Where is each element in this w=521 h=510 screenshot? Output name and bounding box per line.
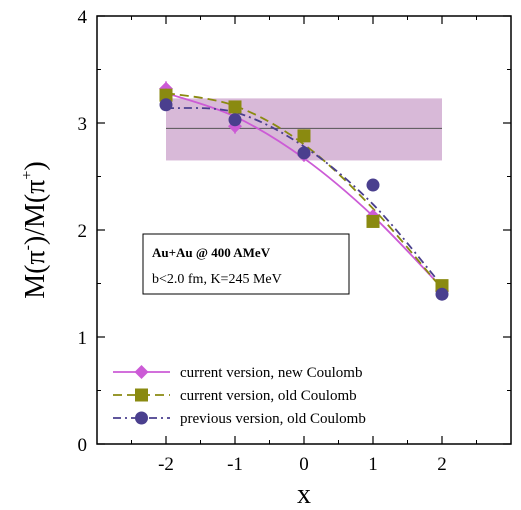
- x-tick-label: -1: [227, 454, 243, 475]
- y-tick-label: 0: [78, 435, 88, 456]
- y-axis-title: M(π-)/M(π+): [19, 161, 51, 299]
- x-tick-label: 0: [299, 454, 309, 475]
- ticks-layer: -2 -1 0 1 2 0 1 2 3 4: [78, 7, 511, 475]
- y-axis-title-part-3: ): [20, 161, 51, 170]
- data-point-previous-version: [159, 98, 173, 112]
- y-axis-title-part-2: )/M(: [20, 194, 51, 245]
- data-point-old-coulomb: [159, 88, 173, 102]
- y-axis-title-pi-plus: π: [20, 180, 51, 194]
- data-point-old-coulomb: [297, 129, 311, 143]
- x-axis-title: x: [297, 479, 311, 510]
- annotation-frame: [142, 233, 350, 295]
- data-point-previous-version: [366, 178, 380, 192]
- y-tick-label: 1: [78, 328, 88, 349]
- fit-curve-old-coulomb: [165, 92, 443, 290]
- x-tick-label: -2: [158, 454, 174, 475]
- legend: current version, new Coulomb current vers…: [113, 365, 366, 427]
- data-point-old-coulomb: [366, 214, 380, 228]
- y-axis-title-plus-sup: +: [19, 171, 36, 180]
- legend-label-previous-version: previous version, old Coulomb: [180, 411, 366, 427]
- x-tick-label: 2: [437, 454, 447, 475]
- y-tick-label: 2: [78, 221, 88, 242]
- annotation-box: Au+Au @ 400 AMeV b<2.0 fm, K=245 MeV: [142, 233, 350, 295]
- annotation-subtitle: b<2.0 fm, K=245 MeV: [152, 272, 282, 287]
- legend-label-new-coulomb: current version, new Coulomb: [180, 365, 362, 381]
- legend-marker-new-coulomb: [134, 365, 149, 379]
- y-axis-title-pi-minus: π: [20, 250, 51, 264]
- data-points-layer: [159, 81, 449, 301]
- legend-label-old-coulomb: current version, old Coulomb: [180, 388, 357, 404]
- data-point-previous-version: [297, 146, 311, 160]
- y-tick-label: 3: [78, 114, 88, 135]
- annotation-title: Au+Au @ 400 AMeV: [152, 245, 271, 260]
- data-point-previous-version: [435, 287, 449, 301]
- y-axis-title-part-1: M(: [20, 265, 51, 299]
- y-axis-title-minus-sup: -: [19, 245, 36, 250]
- legend-marker-previous-version: [135, 411, 148, 425]
- y-tick-label: 4: [78, 7, 88, 28]
- x-tick-label: 1: [368, 454, 378, 475]
- legend-marker-old-coulomb: [135, 388, 148, 402]
- data-point-previous-version: [228, 113, 242, 127]
- data-point-old-coulomb: [228, 100, 242, 114]
